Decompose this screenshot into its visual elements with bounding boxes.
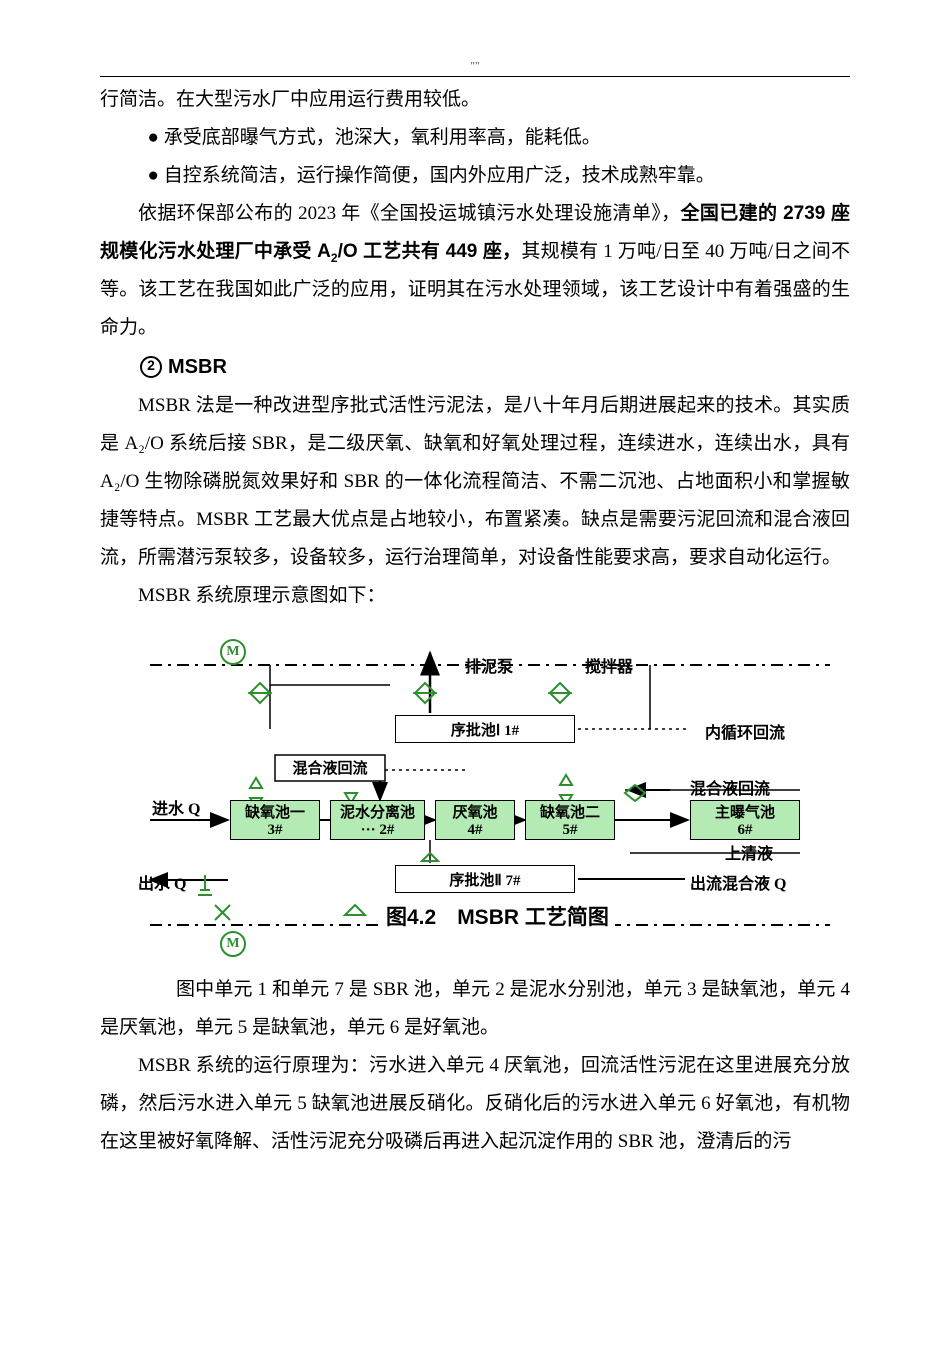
- box-sbr2: 序批池Ⅱ 7#: [395, 865, 575, 893]
- label-inner-recycle: 内循环回流: [705, 719, 785, 743]
- paragraph-5: MSBR 系统的运行原理为：污水进入单元 4 厌氧池，回流活性污泥在这里进展充分…: [100, 1047, 850, 1161]
- box-sbr1: 序批池Ⅰ 1#: [395, 715, 575, 743]
- bullet-1-text: 承受底部曝气方式，池深大，氧利用率高，能耗低。: [164, 127, 601, 148]
- label-mixer: 搅拌器: [585, 653, 633, 677]
- header-rule: [100, 76, 850, 77]
- p1-pre: 依据环保部公布的 2023 年《全国投运城镇污水处理设施清单》，: [138, 203, 681, 224]
- paragraph-1: 依据环保部公布的 2023 年《全国投运城镇污水处理设施清单》，全国已建的 27…: [100, 195, 850, 347]
- bullet-1: 承受底部曝气方式，池深大，氧利用率高，能耗低。: [100, 119, 850, 157]
- heading-msbr: 2 MSBR: [100, 347, 850, 387]
- paragraph-3: MSBR 系统原理示意图如下：: [100, 577, 850, 615]
- document-page: "" 行简洁。在大型污水厂中应用运行费用较低。 承受底部曝气方式，池深大，氧利用…: [0, 0, 950, 1221]
- svg-text:混合液回流: 混合液回流: [292, 759, 367, 777]
- label-sludge-pump: 排泥泵: [465, 653, 513, 677]
- box-anoxic2: 缺氧池二 5#: [525, 800, 615, 840]
- bullet-2-text: 自控系统简洁，运行操作简便，国内外应用广泛，技术成熟牢靠。: [164, 165, 715, 186]
- p1-sub: 2: [331, 251, 338, 265]
- box-aeration: 主曝气池 6#: [690, 800, 800, 840]
- box-anaerobic: 厌氧池 4#: [435, 800, 515, 840]
- label-supernatant: 上清液: [725, 840, 773, 864]
- p1-bold-b: /O 工艺共有 449 座，: [338, 241, 522, 262]
- paragraph-2: MSBR 法是一种改进型序批式活性污泥法，是八十年月后期进展起来的技术。其实质是…: [100, 387, 850, 577]
- diagram-caption: 图4.2 MSBR 工艺简图: [380, 901, 615, 931]
- box-separator: 泥水分离池 ··· 2#: [330, 800, 425, 840]
- circle-number-icon: 2: [140, 356, 162, 378]
- msbr-diagram: 混合液回流: [130, 635, 850, 965]
- label-outlet: 出水 Q: [138, 870, 186, 894]
- motor-icon-bottom: M: [220, 931, 246, 957]
- motor-icon-top: M: [220, 639, 246, 665]
- label-mix-recycle-right: 混合液回流: [690, 775, 770, 799]
- box-anoxic1: 缺氧池一 3#: [230, 800, 320, 840]
- label-inlet: 进水 Q: [152, 795, 200, 819]
- paragraph-4: 图中单元 1 和单元 7 是 SBR 池，单元 2 是泥水分别池，单元 3 是缺…: [100, 971, 850, 1047]
- header-mark: "": [100, 60, 850, 72]
- heading-text: MSBR: [168, 347, 227, 387]
- label-outflow: 出流混合液 Q: [690, 870, 786, 894]
- bullet-2: 自控系统简洁，运行操作简便，国内外应用广泛，技术成熟牢靠。: [100, 157, 850, 195]
- paragraph-frag-0: 行简洁。在大型污水厂中应用运行费用较低。: [100, 81, 850, 119]
